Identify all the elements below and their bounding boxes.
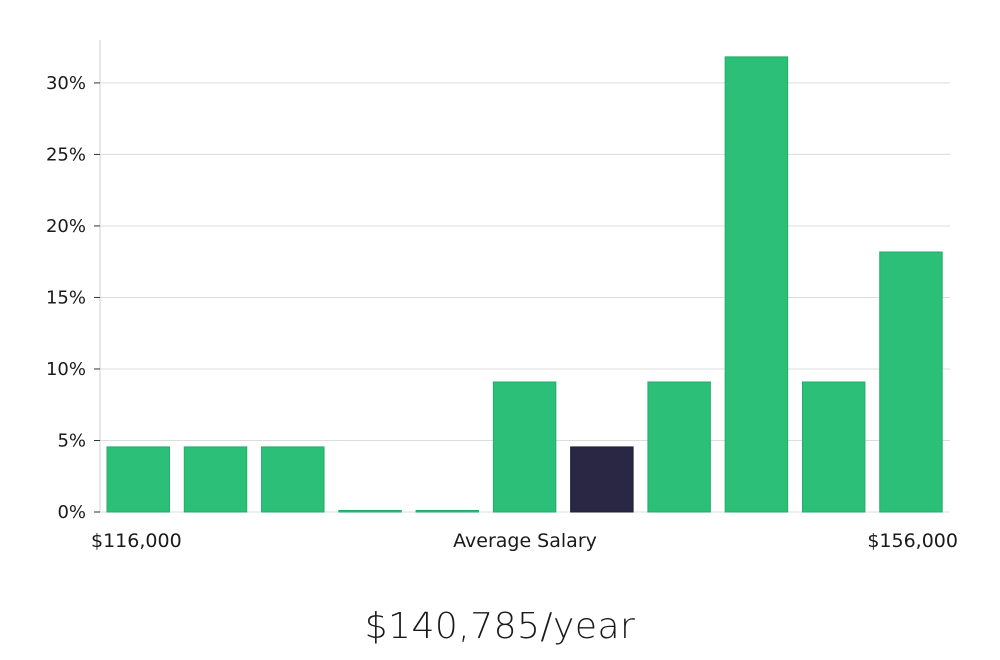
y-tick-label: 30% [46, 73, 86, 94]
bar [801, 381, 866, 513]
bar [879, 251, 943, 513]
y-tick-label: 15% [46, 287, 86, 308]
bar [415, 510, 480, 513]
grid-lines [100, 82, 950, 513]
y-tick-label: 25% [46, 144, 86, 165]
bar [261, 446, 325, 513]
bar [647, 381, 711, 513]
salary-histogram: 0% 5% 10% 15% 20% 25% 30% $116,000 Average Sal… [46, 40, 958, 552]
bar [106, 446, 170, 513]
x-max-label: $156,000 [867, 530, 958, 552]
bar-highlighted [570, 446, 634, 513]
bar [338, 510, 402, 513]
y-tick-label: 5% [57, 430, 86, 451]
bar [724, 56, 789, 513]
average-salary-headline: $140,785/year [364, 606, 636, 647]
y-axis-ticks: 0% 5% 10% 15% 20% 25% 30% [46, 73, 100, 523]
bar [183, 446, 248, 513]
y-tick-label: 10% [46, 359, 86, 380]
bar [492, 381, 557, 513]
bars [106, 56, 943, 513]
x-min-label: $116,000 [91, 530, 182, 552]
y-tick-label: 20% [46, 216, 86, 237]
x-axis-title: Average Salary [453, 530, 597, 552]
y-tick-label: 0% [57, 502, 86, 523]
